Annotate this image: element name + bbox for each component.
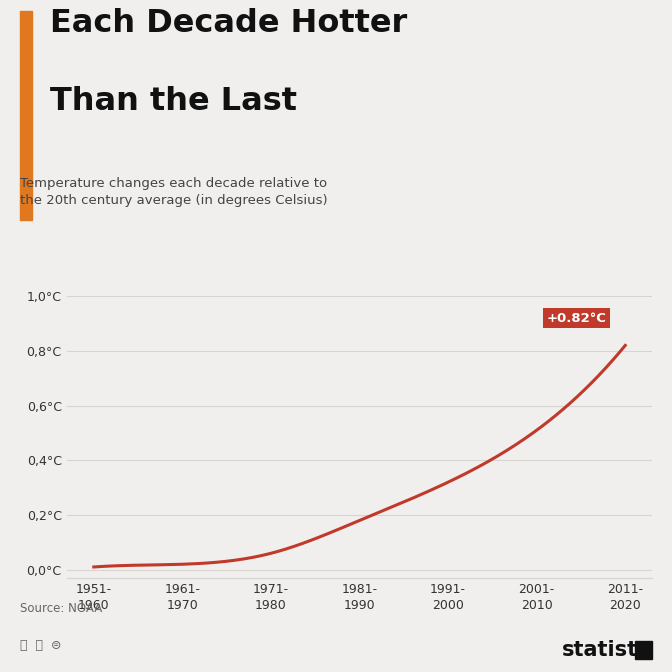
Text: statista: statista	[562, 640, 652, 660]
Text: Than the Last: Than the Last	[50, 86, 298, 117]
Text: +0.82°C: +0.82°C	[546, 312, 607, 325]
Bar	[20, 11, 32, 220]
Text: Source: NOAA: Source: NOAA	[20, 602, 102, 615]
Text: Each Decade Hotter: Each Decade Hotter	[50, 8, 408, 39]
Bar	[635, 641, 652, 659]
Text: Temperature changes each decade relative to
the 20th century average (in degrees: Temperature changes each decade relative…	[20, 177, 328, 208]
Text: ⓒ  ⓘ  ⊜: ⓒ ⓘ ⊜	[20, 639, 62, 653]
